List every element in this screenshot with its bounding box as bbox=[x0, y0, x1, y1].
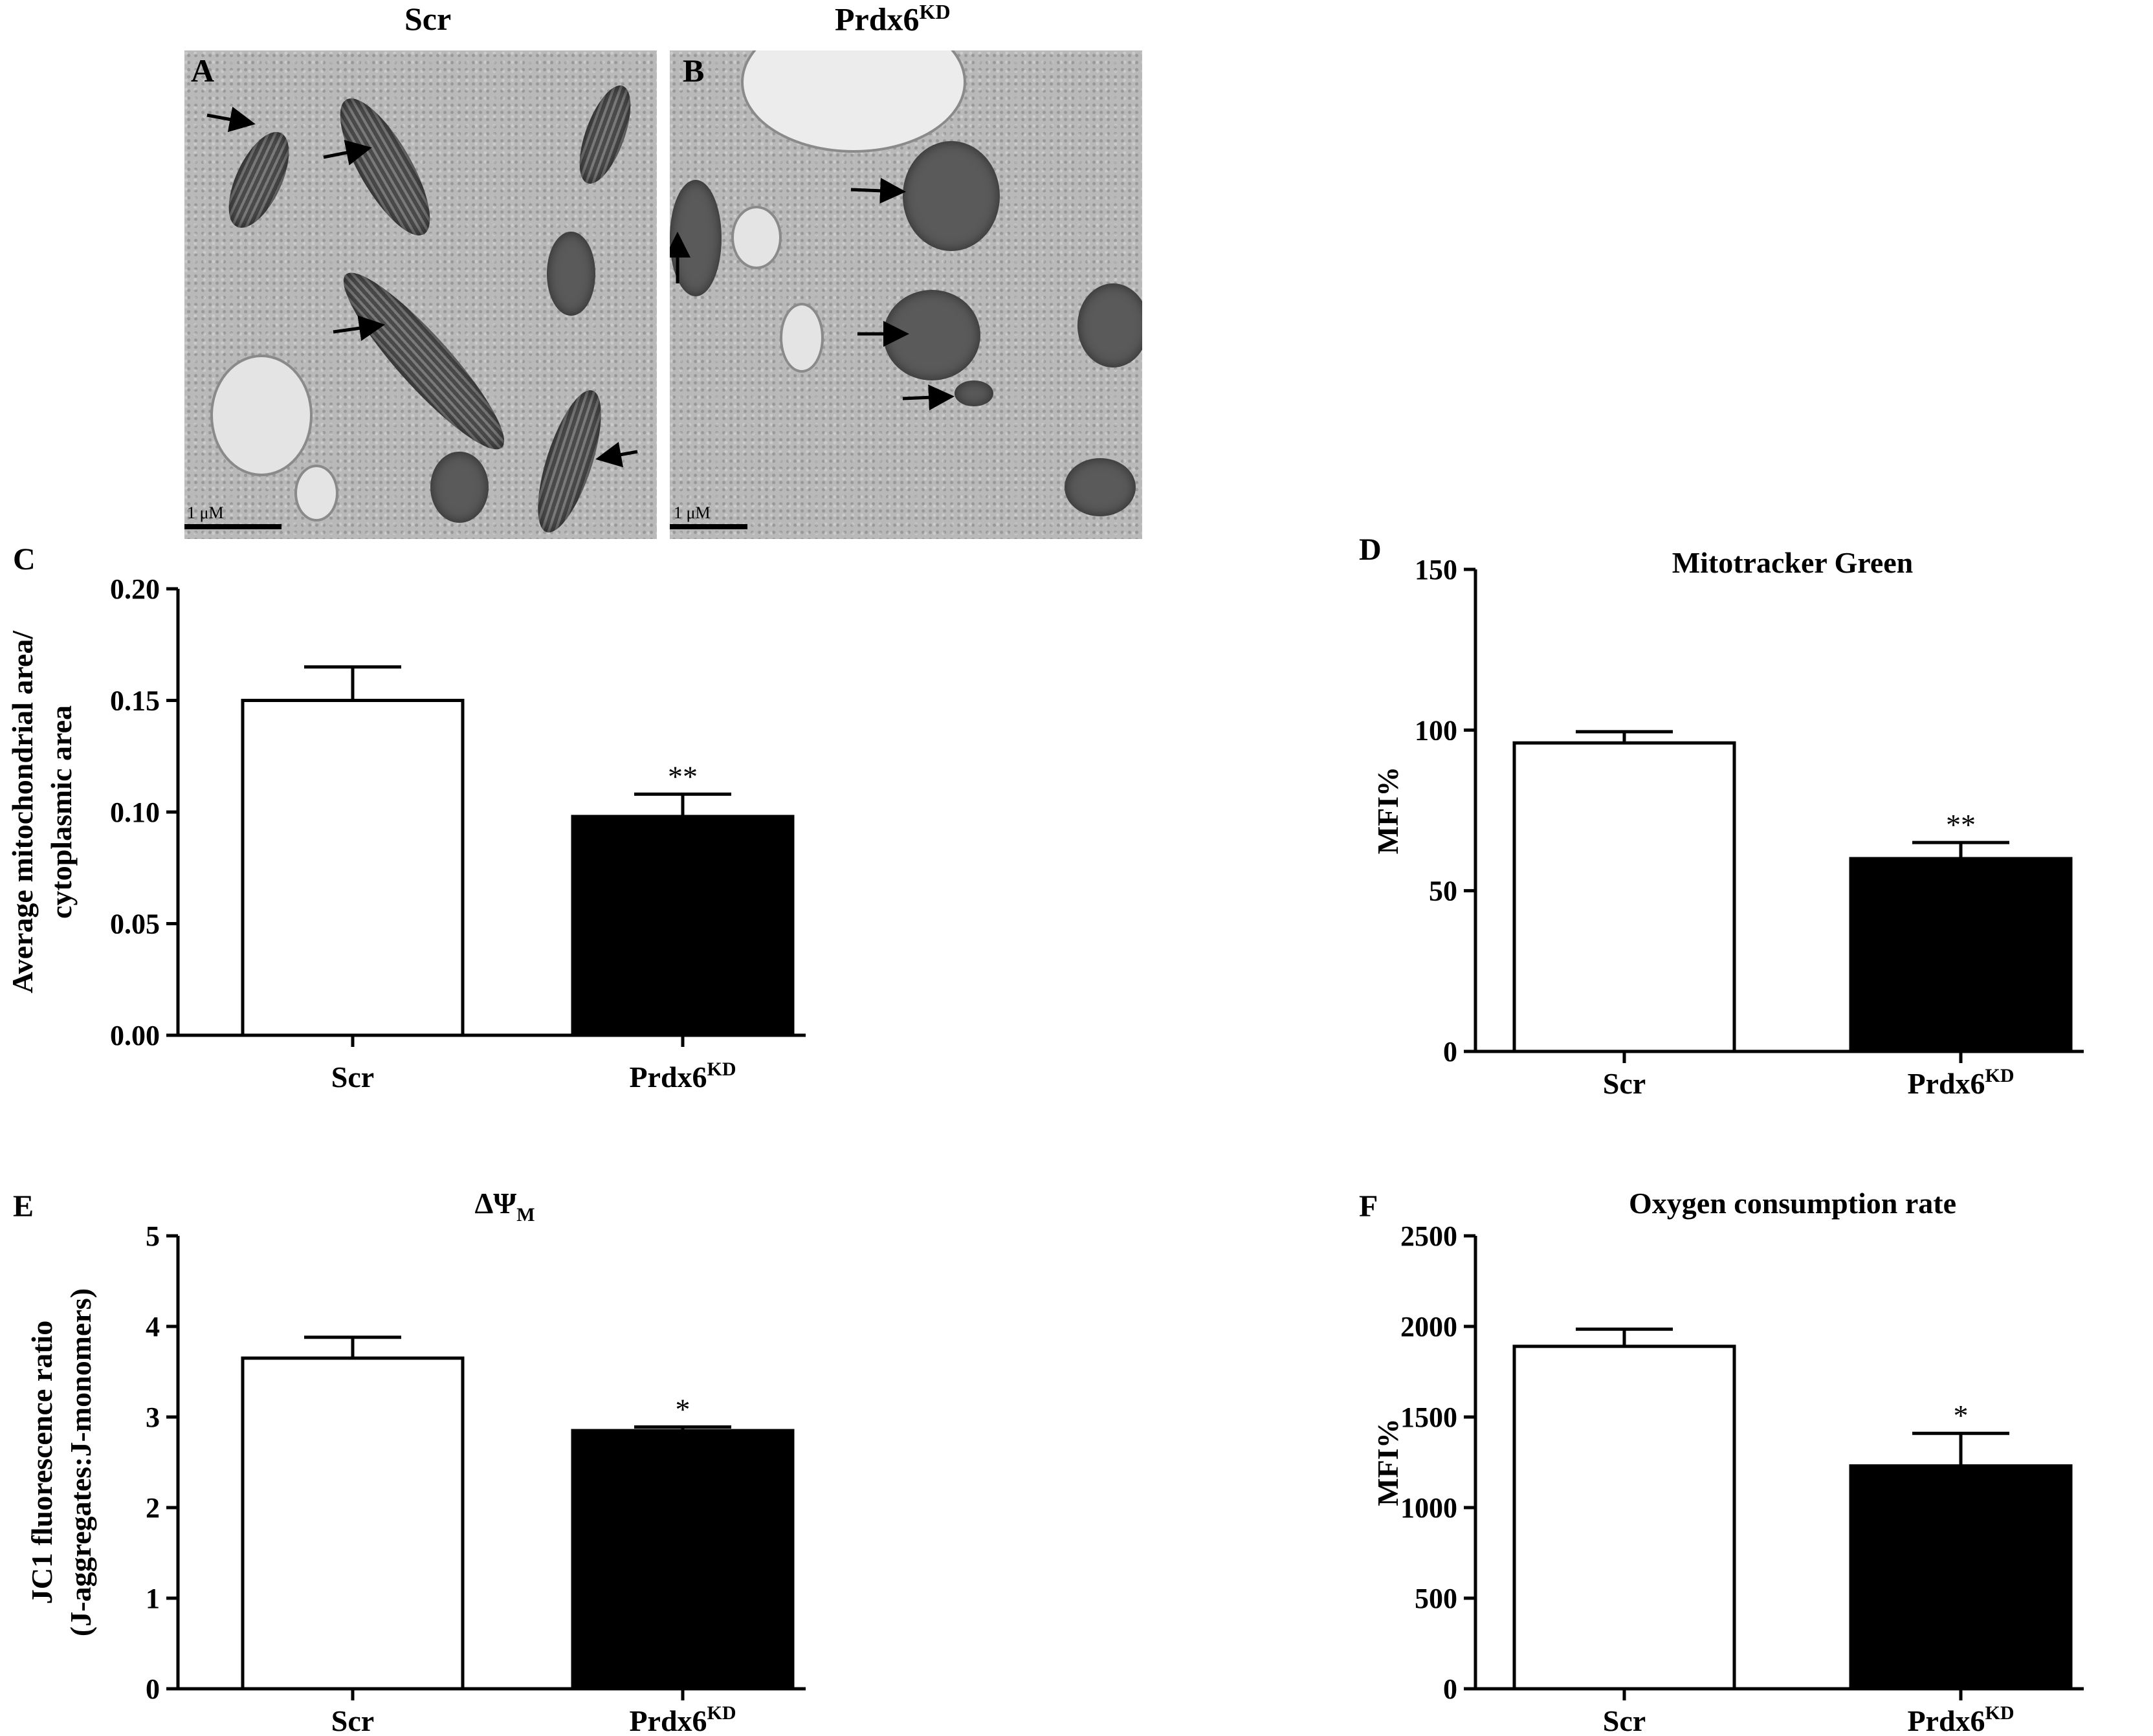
arrows-b bbox=[670, 177, 955, 411]
chart-title-e: ΔΨM bbox=[474, 1187, 535, 1225]
y-tick-label: 50 bbox=[1429, 875, 1457, 907]
significance-marker: * bbox=[676, 1392, 690, 1425]
arrows-a bbox=[206, 106, 638, 468]
bar-scr bbox=[241, 699, 465, 1037]
x-tick-label: Scr bbox=[1603, 1704, 1646, 1736]
chart-title-d: Mitotracker Green bbox=[1672, 546, 1914, 579]
header-prdx6kd: Prdx6KD bbox=[835, 0, 951, 38]
x-tick-label: Prdx6KD bbox=[629, 1059, 736, 1093]
y-axis-label: cytoplasmic area bbox=[45, 705, 78, 919]
panel-letter-c: C bbox=[13, 542, 36, 577]
x-tick-label: Prdx6KD bbox=[629, 1702, 736, 1736]
y-tick-label: 2500 bbox=[1400, 1220, 1457, 1252]
y-tick-label: 0.20 bbox=[110, 573, 160, 605]
y-axis-label: Average mitochondrial area/ bbox=[6, 630, 39, 994]
panel-letter-a: A bbox=[191, 52, 215, 89]
significance-marker: ** bbox=[1946, 808, 1976, 841]
chart-c: C 0.00 0.05 0.10 0.15 0.20 Average mitochondri… bbox=[6, 542, 806, 1093]
chart-f: F Oxygen consumption rate 0 500 1000 1500 2000… bbox=[1359, 1187, 2084, 1736]
chart-e: E ΔΨM 0 1 2 3 4 5 JC1 fluorescence ratio (J-aggre… bbox=[13, 1187, 806, 1736]
y-axis-label: JC1 fluorescence ratio bbox=[25, 1321, 58, 1605]
scale-label-b: 1 μM bbox=[674, 503, 711, 522]
x-tick-label-superscript: KD bbox=[1985, 1702, 2015, 1724]
y-tick-label: 0.05 bbox=[110, 908, 160, 940]
significance-marker: ** bbox=[668, 760, 698, 793]
y-tick-label: 2 bbox=[146, 1492, 160, 1524]
x-tick-label-superscript: KD bbox=[1985, 1065, 2015, 1086]
x-tick-label: Scr bbox=[1603, 1067, 1646, 1100]
y-tick-label: 1500 bbox=[1400, 1401, 1457, 1433]
y-tick-label: 0.15 bbox=[110, 685, 160, 717]
x-tick-label-superscript: KD bbox=[707, 1702, 736, 1724]
chart-title-f: Oxygen consumption rate bbox=[1629, 1187, 1956, 1220]
bar-prdx6kd bbox=[1849, 1464, 2073, 1691]
bar-prdx6kd bbox=[571, 815, 795, 1037]
y-tick-label: 0.10 bbox=[110, 797, 160, 828]
significance-marker: * bbox=[1954, 1399, 1969, 1432]
y-tick-label: 150 bbox=[1415, 554, 1457, 586]
bar-prdx6kd bbox=[1849, 857, 2073, 1053]
panel-letter-f: F bbox=[1359, 1189, 1378, 1224]
bar-scr bbox=[1512, 741, 1736, 1053]
bar-scr bbox=[1512, 1345, 1736, 1691]
em-image-scr: A 1 μM bbox=[184, 50, 657, 539]
y-tick-label: 500 bbox=[1415, 1583, 1457, 1614]
y-tick-label: 5 bbox=[146, 1220, 160, 1252]
y-tick-label: 0 bbox=[1443, 1673, 1457, 1705]
chart-d: D Mitotracker Green 0 50 100 150 MFI% Scr Prdx6K… bbox=[1359, 533, 2084, 1100]
panel-letter-e: E bbox=[13, 1189, 34, 1224]
y-tick-label: 3 bbox=[146, 1401, 160, 1433]
panel-letter-d: D bbox=[1359, 533, 1382, 567]
y-tick-label: 1 bbox=[146, 1583, 160, 1614]
bar-prdx6kd bbox=[571, 1429, 795, 1691]
y-tick-label: 0.00 bbox=[110, 1020, 160, 1051]
chart-title-subscript: M bbox=[516, 1204, 535, 1225]
scale-bar-a bbox=[184, 524, 282, 529]
y-tick-label: 100 bbox=[1415, 714, 1457, 746]
header-scr: Scr bbox=[404, 1, 452, 37]
y-axis-label: MFI% bbox=[1371, 767, 1404, 854]
x-tick-label-superscript: KD bbox=[707, 1059, 736, 1080]
y-axis-label: MFI% bbox=[1371, 1418, 1404, 1506]
y-axis-label: (J-aggregates:J-monomers) bbox=[64, 1288, 97, 1636]
y-tick-label: 0 bbox=[146, 1673, 160, 1705]
y-tick-label: 1000 bbox=[1400, 1492, 1457, 1524]
bar-scr bbox=[241, 1356, 465, 1691]
y-tick-label: 0 bbox=[1443, 1036, 1457, 1068]
x-tick-label: Prdx6KD bbox=[1907, 1065, 2014, 1100]
y-tick-label: 4 bbox=[146, 1311, 160, 1343]
x-tick-label: Scr bbox=[331, 1704, 374, 1736]
scale-label-a: 1 μM bbox=[187, 503, 224, 522]
y-tick-label: 2000 bbox=[1400, 1311, 1457, 1343]
em-image-prdx6kd: B 1 μM bbox=[670, 50, 1142, 539]
scale-bar-b bbox=[670, 524, 747, 529]
x-tick-label: Scr bbox=[331, 1060, 374, 1093]
panel-letter-b: B bbox=[683, 52, 705, 89]
x-tick-label: Prdx6KD bbox=[1907, 1702, 2014, 1736]
